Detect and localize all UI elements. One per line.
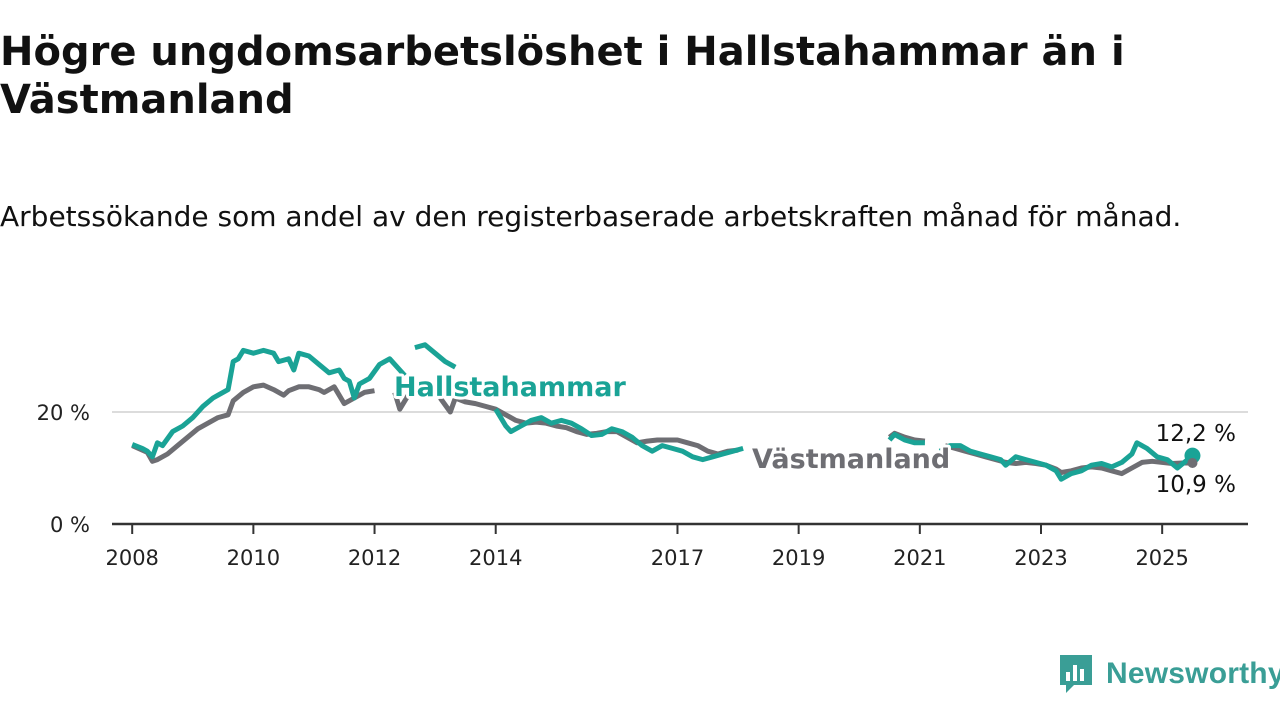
line-chart: 0 % 20 % 2008 2010 2012 2014 2017 2019 2021 2023 2… (37, 342, 1248, 570)
x-tick-label: 2012 (348, 546, 401, 570)
chart-title: Högre ungdomsarbetslöshet i Hallstahamma… (0, 29, 1125, 123)
series-layer (131, 342, 1201, 482)
x-tick-label: 2019 (772, 546, 825, 570)
end-label-hallstahammar: 12,2 % (1156, 421, 1236, 447)
series-line-segment (887, 431, 925, 446)
bar-chart-logo-icon (1060, 655, 1092, 693)
series-hallstahammar (131, 342, 1195, 482)
series-line-segment (392, 391, 413, 412)
series-label-hallstahammar: Hallstahammar (394, 372, 626, 403)
brand-name: Newsworthy (1106, 657, 1280, 690)
end-marker-hallstahammar (1184, 447, 1201, 464)
series-line-segment (938, 440, 1195, 482)
chart-subtitle: Arbetssökande som andel av den registerb… (0, 200, 1182, 233)
x-tick-label: 2008 (105, 546, 158, 570)
y-tick-label: 0 % (50, 513, 90, 537)
series-label-vastmanland: Västmanland (752, 444, 950, 475)
x-tick-label: 2025 (1135, 546, 1188, 570)
series-line-segment (414, 342, 457, 370)
axis-layer (112, 522, 1248, 534)
x-tick-label: 2017 (651, 546, 704, 570)
x-tick-label: 2023 (1014, 546, 1067, 570)
x-tick-label: 2021 (893, 546, 946, 570)
series-line-segment (438, 395, 739, 457)
series-line-segment (493, 407, 744, 463)
x-tick-label: 2014 (469, 546, 522, 570)
brand-logo: Newsworthy (1058, 652, 1280, 696)
label-layer: 0 % 20 % 2008 2010 2012 2014 2017 2019 2021 2023 2… (37, 369, 1236, 570)
y-tick-label: 20 % (37, 401, 90, 425)
series-line-segment (944, 443, 1193, 477)
end-label-vastmanland: 10,9 % (1156, 472, 1236, 498)
series-line-segment (131, 382, 375, 464)
x-tick-label: 2010 (227, 546, 280, 570)
end-marker-vastmanland (1187, 457, 1198, 468)
series-line-segment (131, 347, 407, 460)
